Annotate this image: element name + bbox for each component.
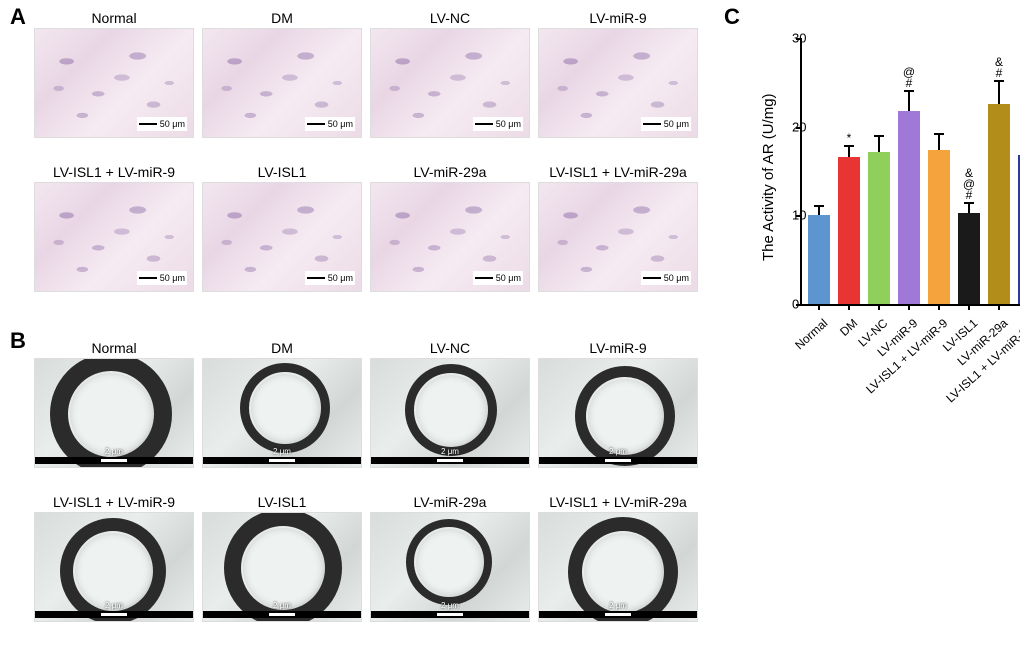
micrograph-em: 2 μm <box>538 512 698 622</box>
panel-a-cell: Normal 50 μm <box>34 10 194 138</box>
scalebar: 50 μm <box>473 271 523 285</box>
panel-letter-b: B <box>10 328 26 354</box>
micrograph-label: LV-ISL1 + LV-miR-9 <box>34 494 194 512</box>
micrograph-label: LV-miR-9 <box>538 340 698 358</box>
scalebar: 2 μm <box>203 450 361 464</box>
chart-bar <box>838 157 860 304</box>
scalebar: 2 μm <box>371 604 529 618</box>
panel-a-cell: LV-NC 50 μm <box>370 10 530 138</box>
panel-a-cell: LV-miR-29a 50 μm <box>370 164 530 292</box>
chart-bar <box>958 213 980 304</box>
scalebar: 50 μm <box>641 271 691 285</box>
panel-a-grid: Normal 50 μm DM 50 μm LV-NC 50 μm LV-miR-9 50 μ… <box>34 10 698 292</box>
scalebar: 50 μm <box>137 271 187 285</box>
panel-b-cell: LV-ISL1 2 μm <box>202 494 362 622</box>
chart-significance-marker: & <box>961 167 977 179</box>
panel-a-cell: LV-miR-9 50 μm <box>538 10 698 138</box>
micrograph-label: LV-NC <box>370 10 530 28</box>
scalebar: 50 μm <box>473 117 523 131</box>
micrograph-label: LV-ISL1 + LV-miR-29a <box>538 494 698 512</box>
chart-plot-area: 0102030*#@#@&#& <box>800 38 1020 306</box>
chart-bar <box>868 152 890 304</box>
scalebar: 2 μm <box>539 450 697 464</box>
micrograph-label: LV-miR-29a <box>370 164 530 182</box>
scalebar: 50 μm <box>137 117 187 131</box>
chart-significance-marker: @ <box>901 66 917 78</box>
micrograph-em: 2 μm <box>370 358 530 468</box>
panel-b-cell: LV-miR-29a 2 μm <box>370 494 530 622</box>
panel-b-cell: LV-NC 2 μm <box>370 340 530 468</box>
micrograph-label: LV-miR-9 <box>538 10 698 28</box>
micrograph-he: 50 μm <box>34 182 194 292</box>
micrograph-he: 50 μm <box>370 182 530 292</box>
micrograph-label: Normal <box>34 10 194 28</box>
micrograph-he: 50 μm <box>202 182 362 292</box>
panel-b-cell: DM 2 μm <box>202 340 362 468</box>
micrograph-label: LV-NC <box>370 340 530 358</box>
micrograph-em: 2 μm <box>538 358 698 468</box>
panel-letter-a: A <box>10 4 26 30</box>
micrograph-em: 2 μm <box>202 512 362 622</box>
micrograph-he: 50 μm <box>538 182 698 292</box>
chart-significance-marker: * <box>841 132 857 144</box>
micrograph-em: 2 μm <box>370 512 530 622</box>
chart-bar <box>898 111 920 304</box>
scalebar: 2 μm <box>371 450 529 464</box>
chart-significance-marker: # <box>991 67 1007 79</box>
scalebar: 2 μm <box>35 450 193 464</box>
scalebar: 2 μm <box>35 604 193 618</box>
panel-c-chart: 0102030*#@#@&#&The Activity of AR (U/mg)… <box>756 28 1020 464</box>
panel-b-cell: Normal 2 μm <box>34 340 194 468</box>
micrograph-he: 50 μm <box>34 28 194 138</box>
panel-b-cell: LV-ISL1 + LV-miR-9 2 μm <box>34 494 194 622</box>
micrograph-em: 2 μm <box>34 512 194 622</box>
micrograph-em: 2 μm <box>202 358 362 468</box>
panel-letter-c: C <box>724 4 740 30</box>
micrograph-label: LV-ISL1 + LV-miR-9 <box>34 164 194 182</box>
micrograph-he: 50 μm <box>202 28 362 138</box>
panel-a-cell: LV-ISL1 + LV-miR-9 50 μm <box>34 164 194 292</box>
scalebar: 50 μm <box>305 271 355 285</box>
micrograph-label: LV-miR-29a <box>370 494 530 512</box>
micrograph-em: 2 μm <box>34 358 194 468</box>
scalebar: 2 μm <box>203 604 361 618</box>
panel-b-grid: Normal2 μmDM2 μmLV-NC2 μmLV-miR-92 μmLV-… <box>34 340 698 622</box>
chart-bar <box>928 150 950 304</box>
panel-a-cell: LV-ISL1 50 μm <box>202 164 362 292</box>
panel-a-cell: LV-ISL1 + LV-miR-29a 50 μm <box>538 164 698 292</box>
micrograph-label: Normal <box>34 340 194 358</box>
micrograph-label: DM <box>202 10 362 28</box>
panel-a-cell: DM 50 μm <box>202 10 362 138</box>
micrograph-he: 50 μm <box>370 28 530 138</box>
chart-bar <box>808 215 830 304</box>
micrograph-label: DM <box>202 340 362 358</box>
micrograph-he: 50 μm <box>538 28 698 138</box>
scalebar: 50 μm <box>305 117 355 131</box>
chart-significance-marker: & <box>991 56 1007 68</box>
scalebar: 2 μm <box>539 604 697 618</box>
panel-b-cell: LV-ISL1 + LV-miR-29a 2 μm <box>538 494 698 622</box>
scalebar: 50 μm <box>641 117 691 131</box>
micrograph-label: LV-ISL1 <box>202 164 362 182</box>
chart-y-title: The Activity of AR (U/mg) <box>760 93 777 261</box>
panel-b-cell: LV-miR-9 2 μm <box>538 340 698 468</box>
figure-root: A B C Normal50 μmDM50 μmLV-NC50 μmLV-miR… <box>0 0 1020 667</box>
micrograph-label: LV-ISL1 + LV-miR-29a <box>538 164 698 182</box>
micrograph-label: LV-ISL1 <box>202 494 362 512</box>
chart-bar <box>988 104 1010 304</box>
